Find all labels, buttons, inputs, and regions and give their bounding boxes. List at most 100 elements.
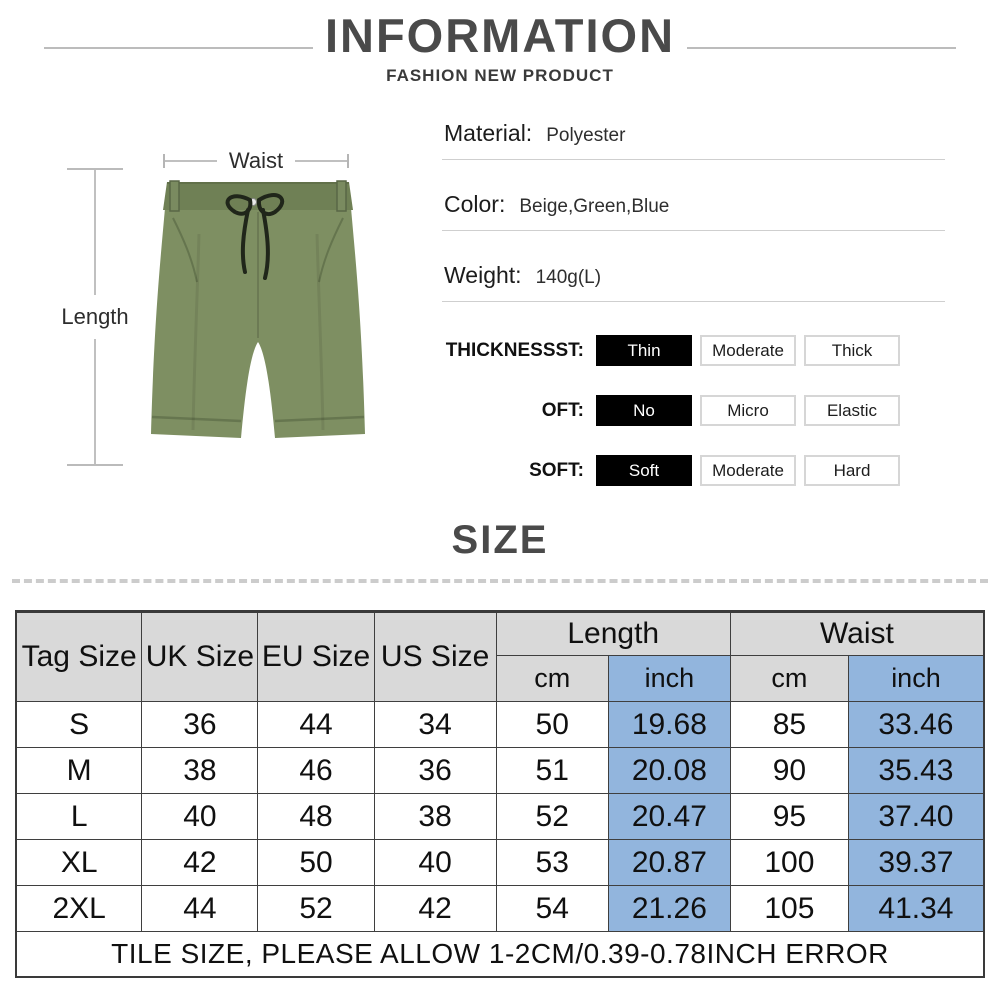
attr-row-thickness: THICKNESSST: Thin Moderate Thick — [442, 335, 945, 366]
table-row-l: L 40 48 38 52 20.47 95 37.40 — [15, 793, 985, 840]
cell: 36 — [141, 701, 259, 748]
cell: 38 — [373, 793, 497, 840]
table-row-xl: XL 42 50 40 53 20.87 100 39.37 — [15, 839, 985, 886]
length-cm-header: cm — [495, 655, 609, 702]
cell: 21.26 — [607, 885, 731, 932]
size-chart-table: Tag Size UK Size EU Size US Size Length … — [15, 610, 985, 978]
attr-row-oft: OFT: No Micro Elastic — [442, 395, 945, 426]
length-label: Length — [61, 304, 129, 329]
thickness-option-thin[interactable]: Thin — [596, 335, 692, 366]
cell: 105 — [729, 885, 849, 932]
cell: 40 — [141, 793, 259, 840]
waist-tick-left — [163, 154, 165, 168]
col-header-tag-size: Tag Size — [15, 611, 143, 702]
page-subtitle: FASHION NEW PRODUCT — [386, 66, 614, 85]
title-row: INFORMATION — [0, 12, 1000, 59]
cell: 40 — [373, 839, 497, 886]
length-tick-top — [67, 168, 123, 170]
cell: 42 — [373, 885, 497, 932]
cell: 37.40 — [847, 793, 985, 840]
size-section-title: SIZE — [451, 518, 549, 562]
cell: S — [15, 701, 143, 748]
waist-line-left — [165, 160, 217, 162]
product-visual: Waist Length — [0, 112, 445, 504]
cell: M — [15, 747, 143, 794]
waist-inch-header: inch — [847, 655, 985, 702]
cell: 19.68 — [607, 701, 731, 748]
cell: 50 — [257, 839, 375, 886]
col-group-waist: Waist — [729, 610, 985, 657]
table-row-2xl: 2XL 44 52 42 54 21.26 105 41.34 — [15, 885, 985, 932]
waist-measure-annotation: Waist — [163, 148, 349, 174]
length-tick-bottom — [67, 464, 123, 466]
soft-option-moderate[interactable]: Moderate — [700, 455, 796, 486]
cell: 48 — [257, 793, 375, 840]
cell: 20.08 — [607, 747, 731, 794]
thickness-option-moderate[interactable]: Moderate — [700, 335, 796, 366]
cell: 52 — [495, 793, 609, 840]
table-footer-row: TILE SIZE, PLEASE ALLOW 1-2CM/0.39-0.78I… — [15, 931, 985, 977]
length-inch-header: inch — [607, 655, 731, 702]
weight-value: 140g(L) — [535, 267, 602, 288]
cell: 2XL — [15, 885, 143, 932]
oft-option-no[interactable]: No — [596, 395, 692, 426]
cell: 90 — [729, 747, 849, 794]
soft-label: SOFT: — [529, 459, 584, 481]
cell: 46 — [257, 747, 375, 794]
col-header-us-size: US Size — [373, 611, 497, 702]
waist-line-right — [295, 160, 347, 162]
cell: 44 — [141, 885, 259, 932]
material-label: Material: — [444, 120, 533, 146]
spec-row-color: Color: Beige,Green,Blue — [442, 183, 945, 231]
oft-option-elastic[interactable]: Elastic — [804, 395, 900, 426]
shorts-illustration — [151, 180, 365, 438]
cell: 33.46 — [847, 701, 985, 748]
title-rule-left — [44, 47, 313, 49]
cell: 38 — [141, 747, 259, 794]
waist-tick-right — [347, 154, 349, 168]
table-header-row-2: cm inch cm inch — [16, 655, 985, 702]
spec-row-weight: Weight: 140g(L) — [442, 254, 945, 302]
cell: 41.34 — [847, 885, 985, 932]
cell: 39.37 — [847, 839, 985, 886]
material-value: Polyester — [546, 125, 626, 146]
weight-label: Weight: — [444, 262, 522, 288]
table-row-s: S 36 44 34 50 19.68 85 33.46 — [15, 701, 985, 748]
soft-option-hard[interactable]: Hard — [804, 455, 900, 486]
spec-row-material: Material: Polyester — [442, 112, 945, 160]
cell: 50 — [495, 701, 609, 748]
attr-row-soft: SOFT: Soft Moderate Hard — [442, 455, 945, 486]
product-details: Material: Polyester Color: Beige,Green,B… — [442, 112, 1000, 486]
thickness-label: THICKNESSST: — [445, 339, 584, 361]
cell: 35.43 — [847, 747, 985, 794]
cell: 42 — [141, 839, 259, 886]
oft-option-micro[interactable]: Micro — [700, 395, 796, 426]
waist-label: Waist — [228, 148, 284, 173]
color-label: Color: — [444, 191, 506, 217]
page-title: INFORMATION — [324, 9, 676, 62]
shorts-product-image — [147, 174, 369, 479]
length-measure-annotation: Length — [61, 168, 129, 466]
dashed-divider — [12, 579, 988, 583]
cell: 53 — [495, 839, 609, 886]
length-line-top — [94, 170, 96, 295]
thickness-option-thick[interactable]: Thick — [804, 335, 900, 366]
cell: 34 — [373, 701, 497, 748]
col-header-eu-size: EU Size — [257, 611, 375, 702]
cell: 20.87 — [607, 839, 731, 886]
table-header-row-1: Tag Size UK Size EU Size US Size Length … — [15, 610, 985, 702]
product-section: Waist Length — [0, 112, 1000, 504]
cell: 95 — [729, 793, 849, 840]
cell: 52 — [257, 885, 375, 932]
size-disclaimer: TILE SIZE, PLEASE ALLOW 1-2CM/0.39-0.78I… — [15, 931, 985, 977]
header: INFORMATION FASHION NEW PRODUCT — [0, 0, 1000, 86]
oft-label: OFT: — [541, 399, 584, 421]
length-line-bottom — [94, 339, 96, 464]
waist-cm-header: cm — [729, 655, 849, 702]
cell: 54 — [495, 885, 609, 932]
col-header-uk-size: UK Size — [141, 611, 259, 702]
table-row-m: M 38 46 36 51 20.08 90 35.43 — [15, 747, 985, 794]
soft-option-soft[interactable]: Soft — [596, 455, 692, 486]
cell: L — [15, 793, 143, 840]
cell: 44 — [257, 701, 375, 748]
